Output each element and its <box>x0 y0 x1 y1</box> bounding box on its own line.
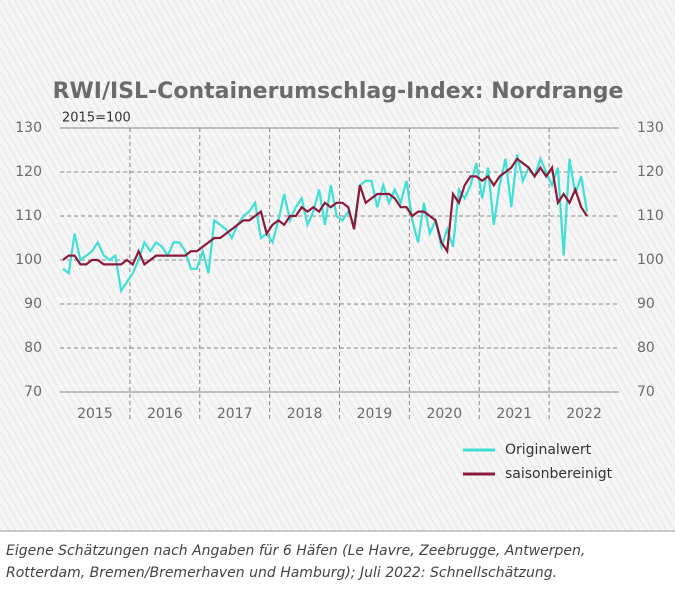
y-tick-label: 110 <box>15 208 42 224</box>
y2-tick-label: 80 <box>637 340 655 356</box>
x-tick-label: 2019 <box>357 406 393 422</box>
y2-tick-label: 90 <box>637 296 655 312</box>
footnote: Eigene Schätzungen nach Angaben für 6 Hä… <box>6 543 586 581</box>
x-tick-label: 2016 <box>147 406 183 422</box>
x-tick-label: 2015 <box>77 406 113 422</box>
y2-tick-label: 130 <box>637 120 664 136</box>
legend-label: saisonbereinigt <box>505 466 613 482</box>
y-tick-label: 120 <box>15 164 42 180</box>
x-tick-label: 2020 <box>426 406 462 422</box>
y2-tick-label: 70 <box>637 384 655 400</box>
chart-title: RWI/ISL-Containerumschlag-Index: Nordran… <box>53 79 624 104</box>
chart: RWI/ISL-Containerumschlag-Index: Nordran… <box>0 0 675 532</box>
y-tick-label: 70 <box>24 384 42 400</box>
series-line <box>62 157 588 267</box>
legend-label: Originalwert <box>505 442 592 458</box>
x-tick-label: 2021 <box>496 406 532 422</box>
y2-tick-label: 120 <box>637 164 664 180</box>
y-tick-label: 130 <box>15 120 42 136</box>
x-tick-label: 2018 <box>287 406 323 422</box>
chart-subtitle: 2015=100 <box>62 111 131 126</box>
y-tick-label: 100 <box>15 252 42 268</box>
x-tick-label: 2022 <box>566 406 602 422</box>
y2-tick-label: 110 <box>637 208 664 224</box>
y-tick-label: 80 <box>24 340 42 356</box>
map-hatch <box>0 0 675 532</box>
x-tick-label: 2017 <box>217 406 253 422</box>
y-tick-label: 90 <box>24 296 42 312</box>
series-line <box>62 154 589 294</box>
y2-tick-label: 100 <box>637 252 664 268</box>
